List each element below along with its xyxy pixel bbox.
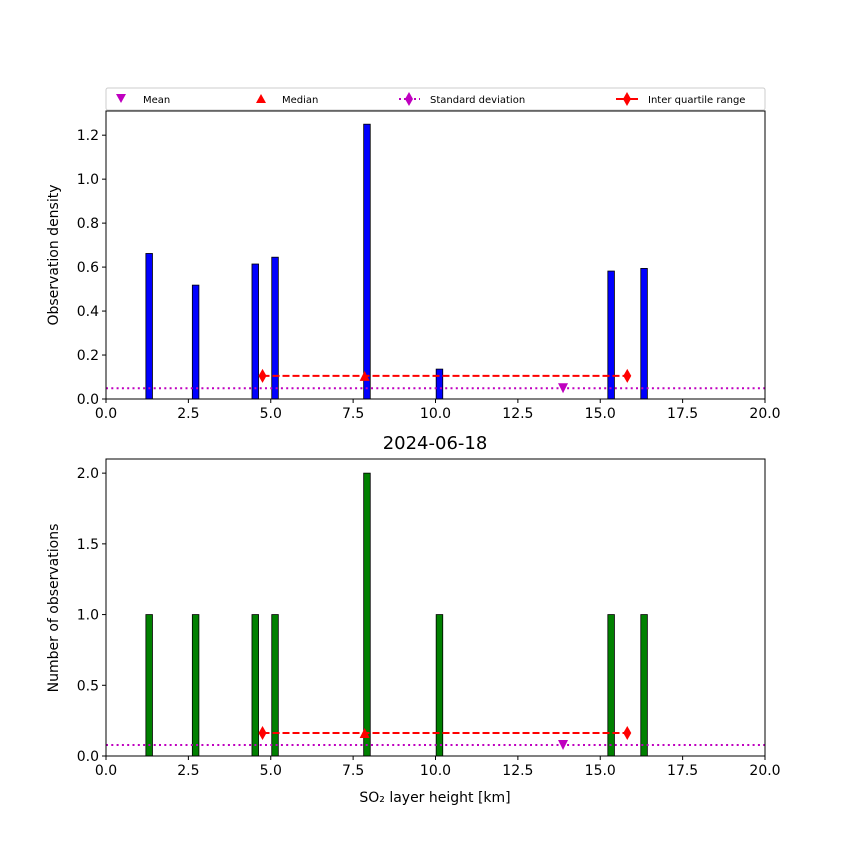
bottom-bar — [607, 614, 615, 757]
top-bar — [607, 270, 615, 400]
legend-mean-marker — [116, 94, 126, 103]
legend-frame — [105, 87, 766, 111]
top-x-tick-label: 17.5 — [667, 406, 698, 422]
bottom-mean-marker — [558, 739, 569, 750]
bottom-bar — [640, 614, 648, 757]
top-x-tick-label: 5.0 — [260, 406, 282, 422]
bottom-chart-title: 2024-06-18 — [383, 433, 488, 454]
top-iqr-marker — [623, 368, 632, 383]
top-bar — [640, 268, 648, 400]
top-x-tick-label: 12.5 — [502, 406, 533, 422]
top-y-tick-label: 1.0 — [77, 172, 99, 188]
legend-median-marker — [256, 94, 266, 103]
top-axes-frame — [105, 110, 766, 400]
legend: Mean Median Standard deviation Inter qua… — [105, 87, 766, 111]
bottom-median-marker — [359, 727, 370, 738]
bottom-bar — [191, 614, 200, 757]
top-x-tick-label: 10.0 — [420, 406, 451, 422]
bottom-x-tick-label: 17.5 — [667, 763, 698, 779]
bottom-x-tick-label: 10.0 — [420, 763, 451, 779]
bottom-bar — [251, 614, 259, 757]
top-y-tick-label: 0.4 — [77, 304, 99, 320]
top-y-axis-label: Observation density — [46, 184, 62, 325]
top-y-tick-label: 0.6 — [77, 260, 99, 276]
top-bar — [363, 123, 371, 400]
bottom-x-tick-label: 5.0 — [260, 763, 282, 779]
bottom-y-axis-label: Number of observations — [46, 524, 62, 693]
bottom-x-tick-label: 2.5 — [177, 763, 199, 779]
top-x-tick-label: 2.5 — [177, 406, 199, 422]
legend-std-marker — [405, 92, 413, 106]
bottom-y-tick-label: 0.0 — [77, 749, 99, 765]
top-x-tick-label: 0.0 — [95, 406, 117, 422]
top-y-tick-label: 0.8 — [77, 216, 99, 232]
bottom-x-tick-label: 7.5 — [342, 763, 364, 779]
top-iqr-marker — [258, 368, 267, 383]
top-y-tick-label: 1.2 — [77, 128, 99, 144]
top-bar — [251, 263, 259, 400]
bottom-bar — [145, 614, 153, 757]
bottom-bar — [435, 614, 444, 757]
legend-std-label: Standard deviation — [430, 95, 525, 106]
bottom-iqr-marker — [258, 725, 267, 740]
bottom-x-tick-label: 12.5 — [502, 763, 533, 779]
top-y-tick-label: 0.2 — [77, 348, 99, 364]
bottom-iqr-marker — [623, 725, 632, 740]
legend-iqr-label: Inter quartile range — [648, 95, 745, 106]
bottom-x-tick-label: 0.0 — [95, 763, 117, 779]
bottom-bar — [363, 472, 371, 757]
top-mean-marker — [558, 383, 569, 394]
legend-mean-label: Mean — [143, 95, 170, 106]
bottom-y-tick-label: 2.0 — [77, 466, 99, 482]
top-bar — [145, 253, 153, 400]
top-chart: 0.0 2.5 5.0 7.5 10.0 12.5 15.0 17.5 20.0 0.0 0.2 0.… — [77, 110, 781, 422]
legend-median-label: Median — [282, 95, 318, 106]
bottom-y-tick-label: 1.0 — [77, 608, 99, 624]
top-bar — [271, 256, 279, 400]
bottom-axes-frame — [105, 458, 766, 757]
bottom-chart: 0.0 2.5 5.0 7.5 10.0 12.5 15.0 17.5 20.0 0.0 0.5 1.… — [77, 458, 781, 779]
top-x-tick-label: 7.5 — [342, 406, 364, 422]
bottom-x-tick-label: 15.0 — [585, 763, 616, 779]
top-bar — [435, 368, 444, 400]
top-median-marker — [359, 370, 370, 381]
bottom-y-tick-label: 0.5 — [77, 678, 99, 694]
top-x-tick-label: 15.0 — [585, 406, 616, 422]
legend-iqr-marker — [623, 92, 631, 106]
top-y-tick-label: 0.0 — [77, 392, 99, 408]
bottom-y-tick-label: 1.5 — [77, 537, 99, 553]
top-x-tick-label: 20.0 — [749, 406, 780, 422]
x-axis-label: SO₂ layer height [km] — [359, 790, 510, 806]
bottom-bar — [271, 614, 279, 757]
bottom-x-tick-label: 20.0 — [749, 763, 780, 779]
top-bar — [191, 284, 200, 400]
